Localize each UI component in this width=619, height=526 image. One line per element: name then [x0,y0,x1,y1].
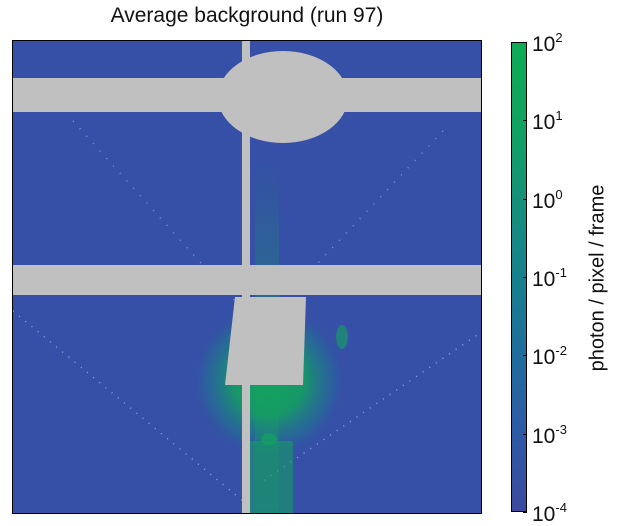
tick-exponent: -1 [555,265,567,280]
colorbar-tick-mark [523,512,527,513]
colorbar-tick-label: 10-1 [532,266,567,290]
tick-exponent: -4 [555,500,567,515]
colorbar-tick-mark [523,120,527,122]
colorbar-tick-label: 101 [532,109,563,133]
colorbar-tick-mark [523,42,527,43]
tick-exponent: 2 [555,30,563,45]
heatmap-svg [13,41,481,513]
lower-beam-glow [243,441,293,513]
tick-exponent: -3 [555,421,567,437]
colorbar-tick-mark [523,198,527,200]
tick-base: 10 [532,189,556,213]
scatter-streaks [13,120,481,502]
detector-mask [13,41,481,513]
tick-exponent: -2 [555,343,567,359]
tick-base: 10 [532,503,556,526]
colorbar-label: photon / pixel / frame [586,184,609,372]
tick-base: 10 [532,346,556,370]
detector-image [12,40,482,514]
mask-vertical-bar [242,41,250,513]
tick-base: 10 [532,33,556,56]
colorbar-tick-label: 10-4 [532,501,567,525]
mask-center-block [225,297,306,385]
tick-base: 10 [532,268,556,291]
tick-exponent: 1 [555,108,563,124]
tick-exponent: 0 [555,186,563,202]
chart-title: Average background (run 97) [110,4,384,27]
colorbar-tick-label: 100 [532,188,563,212]
colorbar-tick-label: 102 [532,31,563,55]
side-spot [336,325,348,349]
colorbar-tick-mark [523,277,527,278]
tick-base: 10 [532,111,556,135]
mask-beam-stop [218,51,348,143]
tick-base: 10 [532,424,556,448]
colorbar-tick-mark [523,433,527,435]
colorbar-tick-label: 10-2 [532,344,567,368]
lower-spot [261,433,277,445]
colorbar-tick-mark [523,355,527,357]
colorbar-tick-label: 10-3 [532,423,567,447]
